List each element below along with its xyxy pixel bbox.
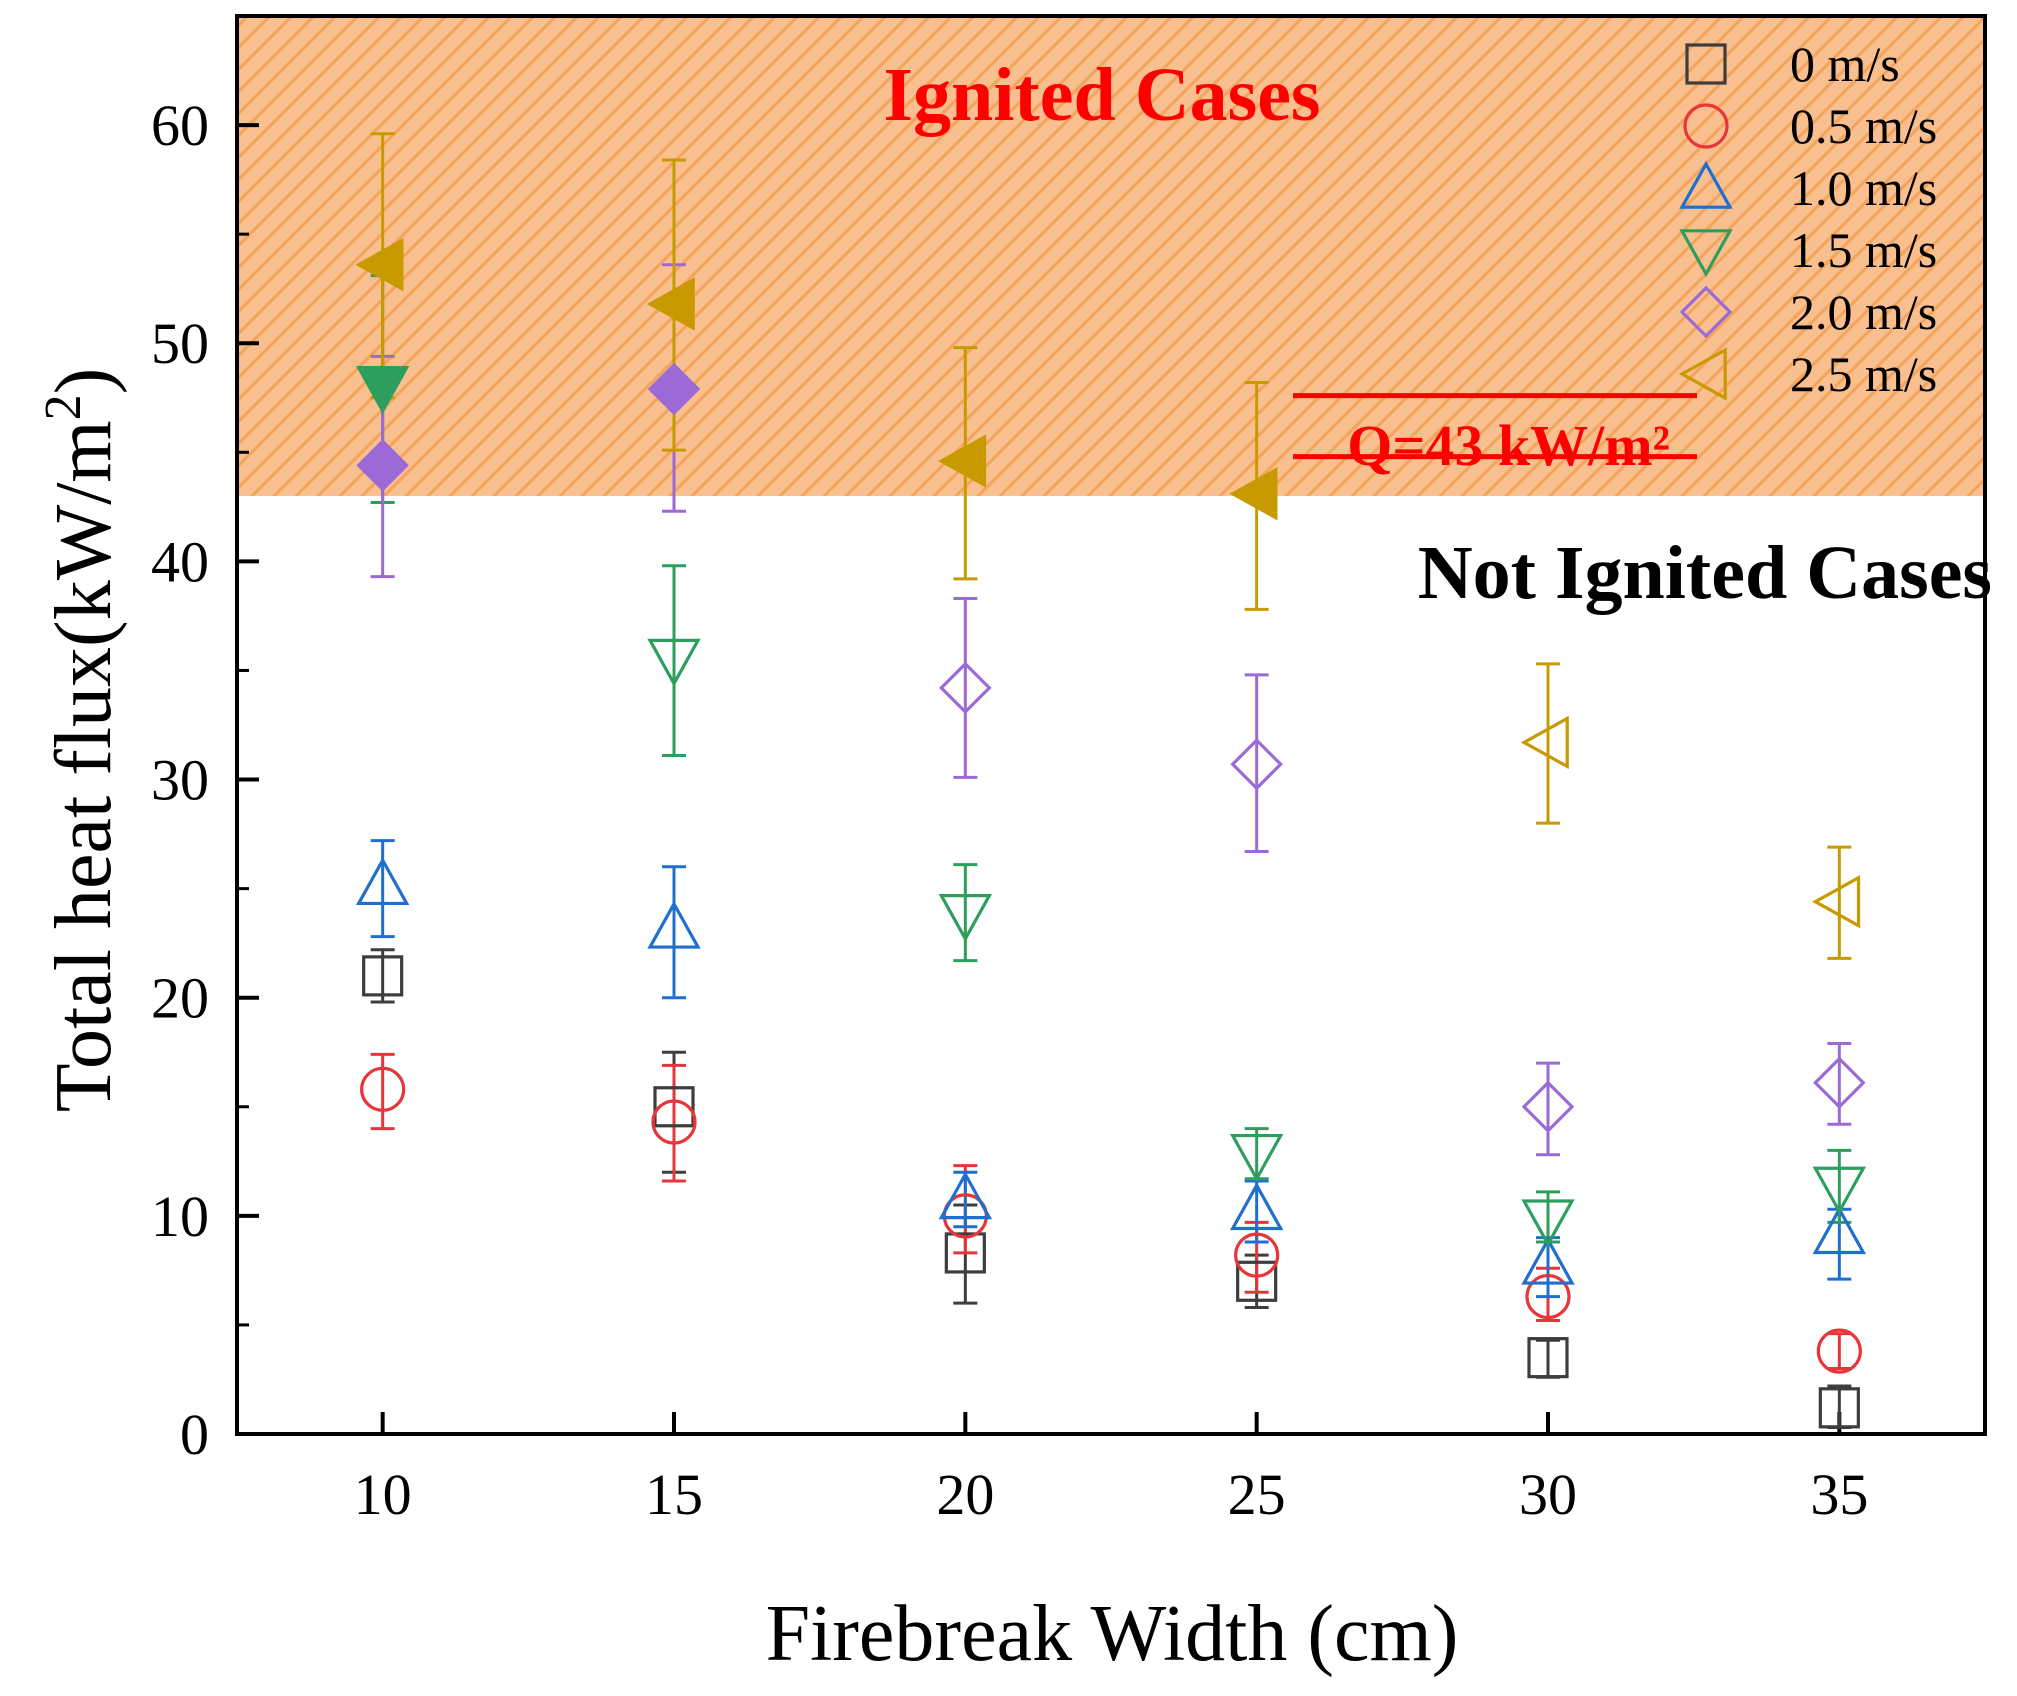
x-tick-label: 10 bbox=[354, 1462, 412, 1527]
legend-label: 0.5 m/s bbox=[1790, 98, 1937, 154]
data-point bbox=[1527, 1337, 1569, 1379]
data-point bbox=[362, 955, 404, 997]
x-axis-title: Firebreak Width (cm) bbox=[766, 1590, 1459, 1678]
ignited-region bbox=[237, 16, 1985, 496]
x-tick-label: 35 bbox=[1810, 1462, 1868, 1527]
data-point bbox=[1230, 738, 1283, 791]
legend-marker bbox=[1679, 229, 1733, 278]
x-tick-label: 25 bbox=[1228, 1462, 1286, 1527]
data-point bbox=[938, 893, 993, 943]
legend-marker bbox=[1678, 347, 1727, 401]
error-bar bbox=[1536, 1061, 1560, 1157]
y-axis-title-superscript: 2 bbox=[35, 394, 92, 420]
y-tick-label: 10 bbox=[151, 1184, 209, 1249]
data-point bbox=[355, 366, 410, 415]
data-point bbox=[1525, 1273, 1571, 1320]
data-point bbox=[1236, 1260, 1278, 1302]
x-tick-label: 20 bbox=[936, 1462, 994, 1527]
error-bar bbox=[953, 863, 978, 963]
y-tick-label: 0 bbox=[180, 1402, 209, 1467]
data-point bbox=[939, 661, 992, 715]
error-bar bbox=[953, 596, 978, 779]
y-axis-title-close: ) bbox=[40, 368, 128, 395]
legend-marker bbox=[1679, 285, 1733, 339]
data-point bbox=[1812, 874, 1861, 929]
legend-label: 2.5 m/s bbox=[1790, 346, 1937, 402]
error-bar bbox=[1827, 1042, 1852, 1126]
ignited-cases-label: Ignited Cases bbox=[883, 53, 1320, 137]
data-point bbox=[944, 1232, 986, 1274]
legend-label: 0 m/s bbox=[1790, 36, 1900, 92]
data-point bbox=[355, 237, 404, 292]
y-axis-title: Total heat flux(kW/m2) bbox=[35, 368, 128, 1113]
error-bars bbox=[370, 132, 1852, 1429]
data-point bbox=[647, 362, 701, 416]
data-point bbox=[1229, 1182, 1284, 1231]
legend: 0 m/s 0.5 m/s 1.0 m/s 1.5 m/s 2.0 m/s 2.5 m/s bbox=[1678, 36, 1937, 402]
data-point bbox=[1521, 1199, 1575, 1248]
data-point bbox=[1229, 467, 1278, 521]
data-point bbox=[1812, 1206, 1867, 1255]
data-point bbox=[1234, 1232, 1280, 1278]
x-tick-label: 15 bbox=[645, 1462, 703, 1527]
error-bar bbox=[662, 1063, 686, 1183]
not-ignited-cases-label: Not Ignited Cases bbox=[1418, 531, 1992, 615]
data-point bbox=[1229, 1133, 1284, 1183]
data-point bbox=[653, 1086, 695, 1128]
data-point bbox=[646, 277, 695, 331]
error-bar bbox=[1244, 673, 1269, 854]
data-point bbox=[938, 1171, 993, 1220]
data-point bbox=[647, 638, 701, 687]
error-bar bbox=[1536, 662, 1560, 825]
data-point bbox=[938, 434, 987, 488]
data-point bbox=[360, 1066, 406, 1112]
data-point bbox=[1520, 715, 1569, 770]
y-tick-label: 20 bbox=[151, 966, 209, 1031]
error-bar bbox=[1827, 845, 1852, 960]
data-point bbox=[1813, 1056, 1866, 1110]
y-axis-title-main: Total heat flux(kW/m bbox=[40, 420, 128, 1112]
data-point bbox=[1818, 1387, 1860, 1429]
error-bar bbox=[1536, 1338, 1560, 1379]
data-point bbox=[1812, 1166, 1867, 1215]
data-point bbox=[356, 439, 409, 492]
data-point bbox=[355, 856, 410, 906]
error-bar bbox=[1827, 1332, 1852, 1371]
error-bar bbox=[370, 839, 395, 939]
error-bar bbox=[1827, 1384, 1852, 1429]
error-bar bbox=[1536, 1190, 1560, 1244]
data-point bbox=[1521, 1080, 1575, 1134]
y-tick-label: 60 bbox=[151, 93, 209, 158]
error-bar bbox=[662, 564, 686, 758]
error-bar bbox=[662, 865, 686, 1000]
data-point bbox=[1521, 1236, 1575, 1285]
plot-frame bbox=[235, 14, 1987, 1436]
legend-marker bbox=[1679, 160, 1733, 209]
y-tick-label: 40 bbox=[151, 529, 209, 594]
data-point bbox=[651, 1099, 697, 1145]
data-point bbox=[1816, 1328, 1862, 1374]
data-point bbox=[647, 900, 701, 949]
legend-label: 1.5 m/s bbox=[1790, 222, 1937, 278]
axis-tick-labels: 10 15 20 25 30 35 0 10 20 30 40 50 60 bbox=[151, 93, 1868, 1527]
x-tick-label: 30 bbox=[1519, 1462, 1577, 1527]
y-tick-label: 50 bbox=[151, 311, 209, 376]
data-markers bbox=[355, 237, 1867, 1429]
legend-label: 1.0 m/s bbox=[1790, 160, 1937, 216]
legend-marker bbox=[1685, 43, 1727, 85]
data-point bbox=[942, 1193, 988, 1239]
legend-label: 2.0 m/s bbox=[1790, 284, 1937, 340]
legend-marker bbox=[1683, 103, 1729, 149]
threshold-label: Q=43 kW/m² bbox=[1347, 413, 1670, 478]
error-bar bbox=[370, 1052, 395, 1131]
y-tick-label: 30 bbox=[151, 748, 209, 813]
